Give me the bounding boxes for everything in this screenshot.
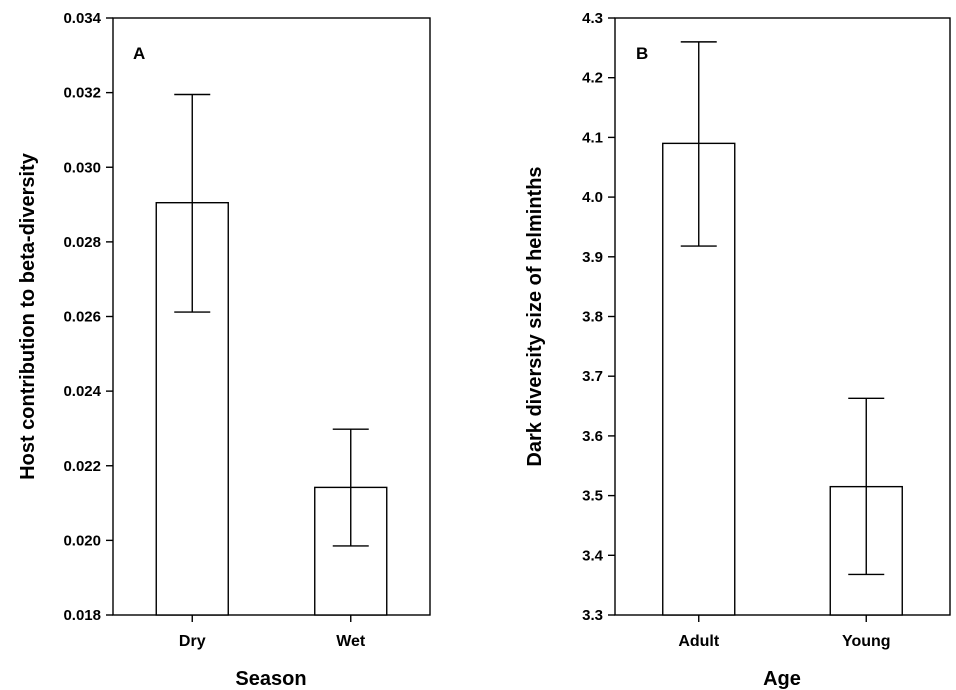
panel-a: A 0.018 0.020 0.022 0.024 0.026 0.028 0.030 0.03…: [17, 10, 431, 690]
y-tick-label: 0.032: [63, 85, 101, 102]
x-tick-label: Young: [842, 633, 891, 650]
y-tick-label: 3.8: [582, 309, 603, 326]
y-tick-label: 3.3: [582, 607, 603, 624]
x-axis-title: Season: [235, 668, 306, 690]
panel-b: B 3.3 3.4 3.5 3.6 3.7 3.8 3.9 4.0 4.1 4.2 4.3 Adult Y…: [524, 10, 951, 690]
y-tick-label: 3.5: [582, 488, 603, 505]
y-tick-label: 4.1: [582, 129, 603, 146]
y-axis-title: Dark diversity size of helminths: [524, 166, 546, 466]
y-tick-label: 0.030: [63, 159, 101, 176]
y-tick-label: 0.034: [63, 10, 101, 27]
y-tick-label: 0.020: [63, 532, 101, 549]
y-tick-label: 0.024: [63, 383, 101, 400]
x-tick-label: Dry: [179, 633, 206, 650]
x-tick-label: Adult: [678, 633, 720, 650]
y-tick-label: 4.3: [582, 10, 603, 27]
panel-label: A: [133, 44, 145, 63]
y-tick-label: 3.9: [582, 249, 603, 266]
y-tick-label: 0.018: [63, 607, 101, 624]
y-tick-label: 3.6: [582, 428, 603, 445]
y-axis-title: Host contribution to beta-diversity: [17, 152, 39, 480]
y-tick-label: 0.028: [63, 234, 101, 251]
panel-label: B: [636, 44, 648, 63]
y-tick-label: 0.022: [63, 458, 101, 475]
y-tick-label: 3.4: [582, 547, 604, 564]
y-tick-label: 0.026: [63, 309, 101, 326]
x-axis-title: Age: [763, 668, 801, 690]
y-tick-label: 4.2: [582, 70, 603, 87]
y-tick-label: 3.7: [582, 368, 603, 385]
y-tick-label: 4.0: [582, 189, 603, 206]
x-tick-label: Wet: [336, 633, 366, 650]
